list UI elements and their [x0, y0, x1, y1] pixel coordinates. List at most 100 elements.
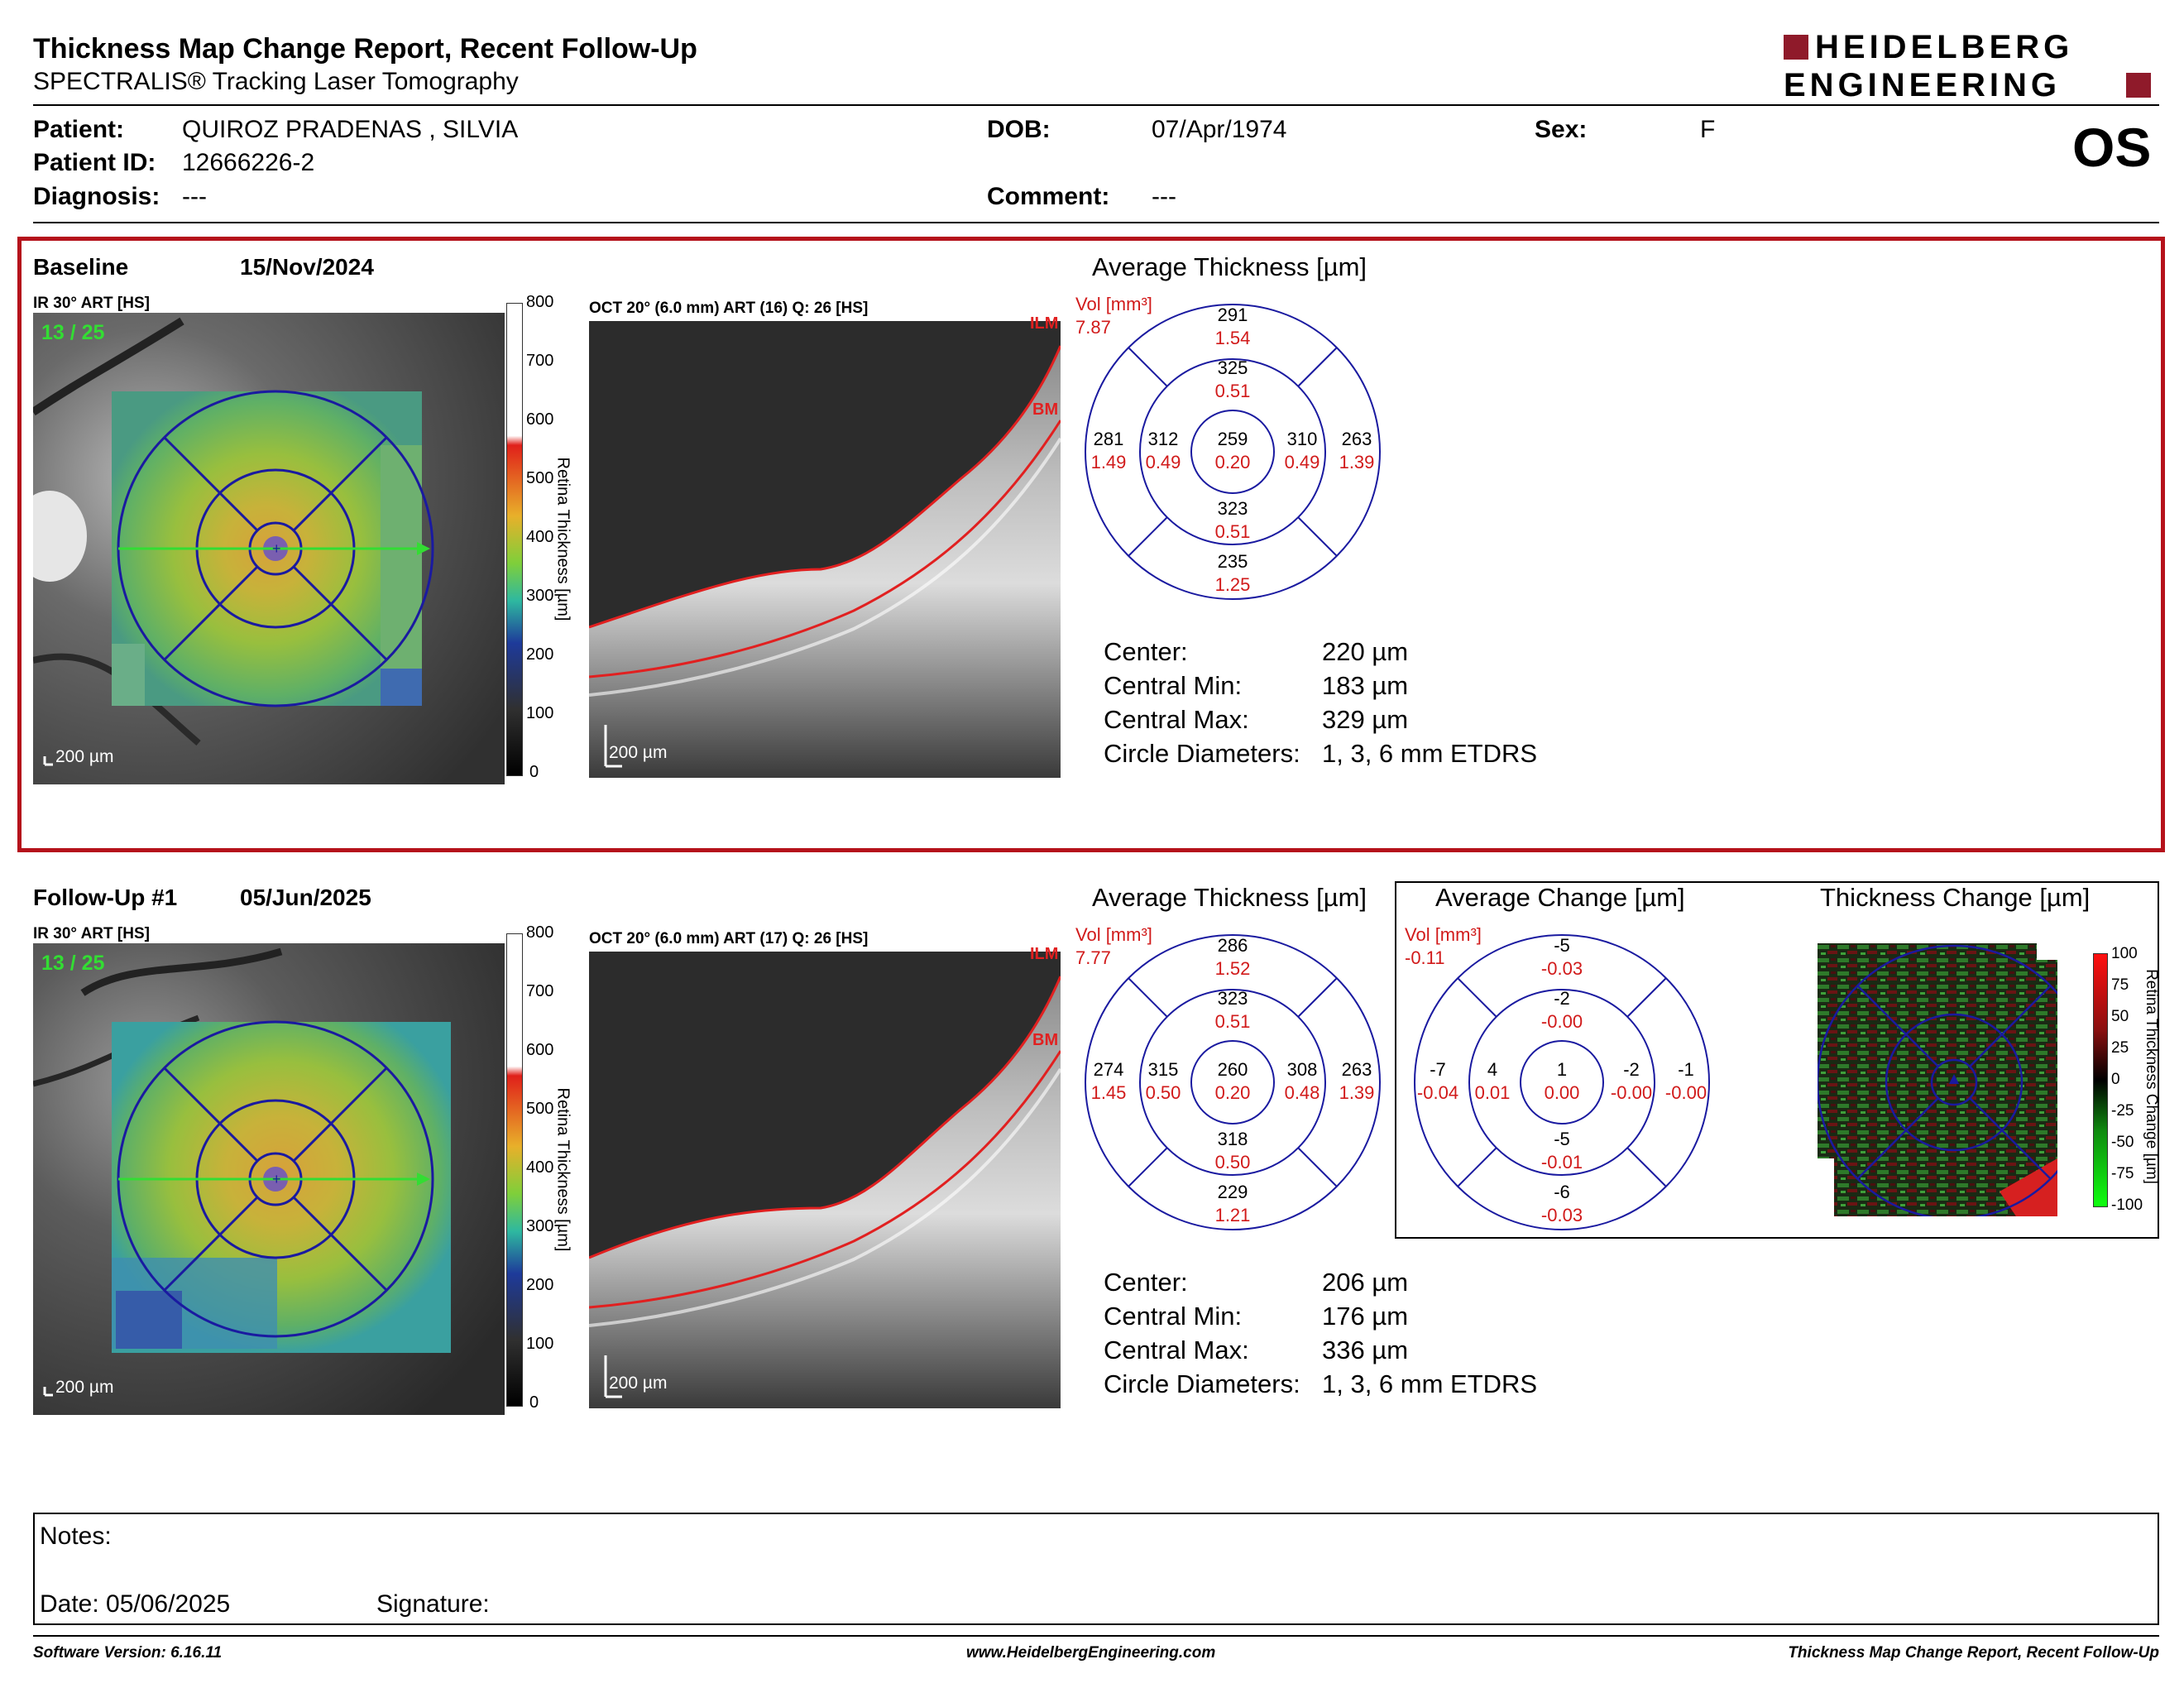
change-etdrs-grid: [1413, 933, 1711, 1231]
cb-tick: -25: [2111, 1102, 2134, 1120]
outer-bottom-volume: 1.25: [1214, 574, 1251, 595]
cb-tick: 400: [526, 1158, 554, 1177]
cb-tick: 300: [526, 1217, 554, 1235]
svg-text:+: +: [272, 1171, 281, 1187]
baseline-date: 15/Nov/2024: [240, 254, 374, 280]
followup-etdrs-values: 286 1.52 323 0.51 260 0.20 318 0.50 229 …: [1084, 933, 1382, 1231]
inner-top-change: -2: [1554, 988, 1570, 1009]
comment-label: Comment:: [987, 183, 1110, 210]
outer-top-thickness: 286: [1217, 935, 1248, 956]
outer-right-thickness: 263: [1341, 1059, 1372, 1080]
cb-tick: 100: [2111, 945, 2138, 962]
outer-left-volume: 1.45: [1090, 1082, 1127, 1103]
outer-left-volume: 1.49: [1090, 452, 1127, 472]
inner-top-volume: 0.51: [1214, 381, 1251, 401]
comment-value: ---: [1152, 183, 1176, 210]
outer-right-change: -1: [1678, 1059, 1694, 1080]
diagnosis-label: Diagnosis:: [33, 183, 160, 210]
average-change-title: Average Change [µm]: [1435, 883, 1685, 912]
change-etdrs-values: -5 -0.03 -2 -0.00 1 0.00 -5 -0.01 -6 -0.…: [1413, 933, 1711, 1231]
baseline-etdrs-values: 291 1.54 325 0.51 259 0.20 323 0.51 235 …: [1084, 303, 1382, 601]
cb-tick: 600: [526, 1041, 554, 1059]
outer-left-thickness: 274: [1093, 1059, 1124, 1080]
baseline-colorbar-ticks: 800 700 600 500 400 300 200 100 0: [526, 293, 568, 789]
followup-center-value: 206 µm: [1322, 1268, 1409, 1297]
patient-id-label: Patient ID:: [33, 149, 156, 176]
followup-ilm-label: ILM: [1030, 945, 1059, 963]
baseline-oct-bscan: [589, 321, 1061, 778]
footer-report-title: Thickness Map Change Report, Recent Foll…: [1788, 1644, 2159, 1662]
outer-bottom-thickness: 229: [1217, 1182, 1248, 1202]
cb-tick: 100: [526, 704, 554, 722]
outer-top-volume-change: -0.03: [1540, 958, 1583, 979]
cb-tick: 300: [526, 587, 554, 605]
baseline-central-min-value: 183 µm: [1322, 671, 1409, 700]
heidelberg-logo: HEIDELBERG ENGINEERING: [1779, 29, 2159, 104]
followup-ir-scale: 200 µm: [55, 1378, 114, 1397]
followup-central-min-label: Central Min:: [1104, 1302, 1243, 1331]
baseline-central-max-value: 329 µm: [1322, 705, 1409, 734]
cb-tick: 0: [529, 1393, 539, 1412]
website-link[interactable]: www.HeidelbergEngineering.com: [966, 1644, 1216, 1662]
baseline-center-value: 220 µm: [1322, 637, 1409, 666]
cb-tick: 75: [2111, 976, 2129, 994]
sex-label: Sex:: [1535, 116, 1588, 143]
cb-tick: 200: [526, 1276, 554, 1294]
inner-left-volume: 0.49: [1145, 452, 1181, 472]
inner-top-volume-change: -0.00: [1540, 1011, 1583, 1032]
center-thickness: 259: [1217, 429, 1248, 449]
inner-right-change: -2: [1623, 1059, 1640, 1080]
cb-tick: 800: [526, 923, 554, 942]
inner-left-volume: 0.50: [1145, 1082, 1181, 1103]
followup-oct-label: OCT 20° (6.0 mm) ART (17) Q: 26 [HS]: [589, 930, 869, 947]
inner-bottom-thickness: 318: [1217, 1129, 1248, 1149]
thickness-change-colorbar-ticks: 100 75 50 25 0 -25 -50 -75 -100: [2111, 945, 2157, 1214]
inner-right-volume-change: -0.00: [1610, 1082, 1653, 1103]
inner-top-thickness: 325: [1217, 357, 1248, 378]
inner-bottom-thickness: 323: [1217, 498, 1248, 519]
report-subtitle: SPECTRALIS® Tracking Laser Tomography: [33, 68, 519, 95]
svg-text:+: +: [272, 540, 281, 557]
outer-bottom-volume: 1.21: [1214, 1205, 1251, 1225]
baseline-ilm-label: ILM: [1030, 314, 1059, 333]
baseline-ir-thickness-map: +: [33, 313, 505, 784]
patient-id: 12666226-2: [182, 149, 315, 176]
cb-tick: 0: [529, 763, 539, 781]
cb-tick: 100: [526, 1335, 554, 1353]
report-title: Thickness Map Change Report, Recent Foll…: [33, 33, 697, 65]
baseline-thickness-colorbar: [506, 303, 523, 776]
followup-colorbar-title: Retina Thickness [µm]: [553, 1087, 572, 1252]
baseline-avg-thickness-title: Average Thickness [µm]: [1092, 252, 1367, 281]
followup-label: Follow-Up #1: [33, 885, 178, 910]
baseline-vol-total: 7.87: [1075, 317, 1111, 338]
followup-circle-diam-value: 1, 3, 6 mm ETDRS: [1322, 1369, 1538, 1398]
outer-bottom-change: -6: [1554, 1182, 1570, 1202]
cb-tick: 50: [2111, 1008, 2129, 1025]
notes-label: Notes:: [40, 1523, 112, 1550]
followup-central-max-value: 336 µm: [1322, 1336, 1409, 1364]
inner-top-volume: 0.51: [1214, 1011, 1251, 1032]
change-vol-total: -0.11: [1405, 947, 1445, 968]
inner-bottom-volume: 0.50: [1214, 1152, 1251, 1172]
cb-tick: 700: [526, 982, 554, 1000]
followup-thickness-colorbar: [506, 933, 523, 1407]
thickness-change-title: Thickness Change [µm]: [1820, 883, 2091, 912]
followup-date: 05/Jun/2025: [240, 885, 371, 910]
notes-date: Date: 05/06/2025: [40, 1590, 231, 1618]
inner-left-change: 4: [1487, 1059, 1498, 1080]
dob-label: DOB:: [987, 116, 1051, 143]
thickness-change-map: [1818, 943, 2057, 1216]
cb-tick: 0: [2111, 1071, 2120, 1088]
center-volume: 0.20: [1214, 1082, 1251, 1103]
baseline-central-min-label: Central Min:: [1104, 671, 1243, 700]
cb-tick: 500: [526, 469, 554, 487]
baseline-center-label: Center:: [1104, 637, 1188, 666]
inner-right-thickness: 308: [1286, 1059, 1318, 1080]
baseline-oct-label: OCT 20° (6.0 mm) ART (16) Q: 26 [HS]: [589, 300, 869, 317]
baseline-colorbar-title: Retina Thickness [µm]: [553, 457, 572, 621]
inner-bottom-change: -5: [1554, 1129, 1570, 1149]
outer-right-volume: 1.39: [1339, 1082, 1375, 1103]
outer-left-change: -7: [1430, 1059, 1446, 1080]
center-change: 1: [1556, 1059, 1568, 1080]
baseline-ir-label: IR 30° ART [HS]: [33, 295, 150, 312]
